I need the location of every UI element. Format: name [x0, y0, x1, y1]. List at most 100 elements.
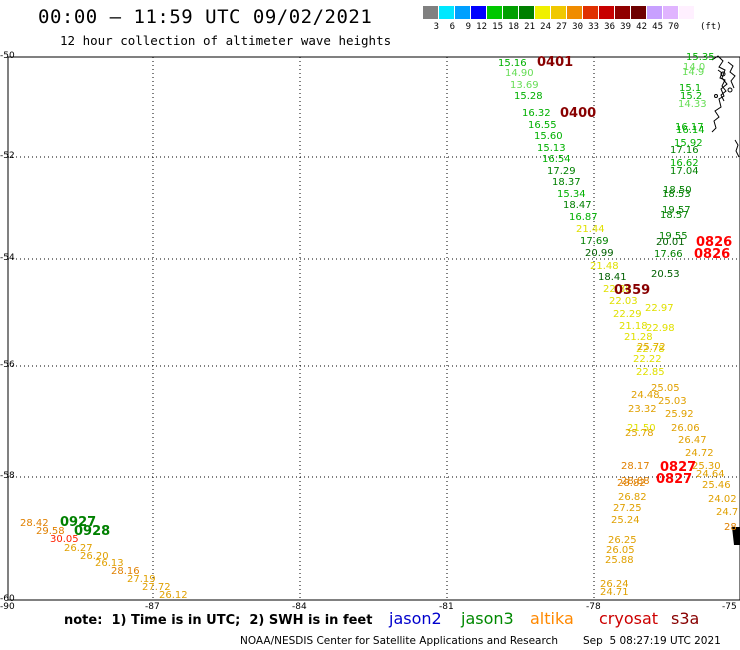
wave-height-value: 26.24 [600, 579, 629, 590]
latitude-tick-label: -54 [0, 253, 15, 263]
wave-height-value: 14.90 [505, 68, 534, 79]
longitude-tick-label: -90 [0, 602, 15, 612]
wave-height-value: 29.58 [36, 526, 65, 537]
wave-height-value: 16.17 [675, 122, 704, 133]
wave-height-value: 27.19 [127, 574, 156, 585]
wave-height-value: 16.14 [676, 125, 705, 136]
land-patch [732, 527, 740, 545]
wave-height-value: 25.88 [605, 555, 634, 566]
wave-height-value: 24.71 [600, 587, 629, 598]
pass-time-label: 0826 [696, 235, 732, 250]
satellite-legend-altika: altika [530, 609, 574, 628]
color-swatch [535, 6, 551, 19]
wave-height-value: 22.85 [636, 367, 665, 378]
map-title: 00:00 – 11:59 UTC 09/02/2021 [38, 6, 373, 28]
wave-height-value: 26.47 [678, 435, 707, 446]
pass-time-label: 0827 [660, 460, 696, 475]
coastline [711, 55, 740, 158]
wave-height-value: 30.05 [50, 534, 79, 545]
wave-height-value: 20.99 [585, 248, 614, 259]
wave-height-value: 24.7 [716, 507, 738, 518]
longitude-tick-label: -87 [145, 602, 160, 612]
wave-height-value: 24.02 [708, 494, 737, 505]
wave-height-value: 22.22 [633, 354, 662, 365]
wave-height-value: 24.72 [685, 448, 714, 459]
wave-height-value: 22.78 [636, 344, 665, 355]
latitude-tick-label: -56 [0, 360, 15, 370]
color-scale-label: 70 [668, 22, 679, 32]
wave-height-value: 15.60 [534, 131, 563, 142]
color-swatch [615, 6, 631, 19]
credit-line: NOAA/NESDIS Center for Satellite Applica… [240, 635, 558, 647]
color-swatch [455, 6, 471, 19]
wave-height-value: 15.16 [498, 58, 527, 69]
wave-height-value: 15.28 [514, 91, 543, 102]
wave-height-value: 21.50 [627, 423, 656, 434]
wave-height-value: 26.82 [618, 492, 647, 503]
wave-height-value: 18.50 [663, 185, 692, 196]
wave-height-value: 14.9 [682, 67, 704, 78]
color-scale-unit: (ft) [700, 22, 722, 32]
wave-height-value: 28 [724, 522, 737, 533]
wave-height-value: 21.28 [624, 332, 653, 343]
wave-height-value: 26.25 [608, 535, 637, 546]
wave-height-value: 17.16 [670, 145, 699, 156]
wave-height-value: 26.27 [64, 543, 93, 554]
color-swatch [599, 6, 615, 19]
wave-height-value: 15.1 [679, 83, 701, 94]
color-scale-label: 39 [620, 22, 631, 32]
wave-height-value: 15.35 [686, 52, 715, 63]
color-scale-label: 27 [556, 22, 567, 32]
color-scale-label: 30 [572, 22, 583, 32]
color-scale-label: 15 [492, 22, 503, 32]
wave-height-value: 28.82 [617, 478, 646, 489]
wave-height-value: 28.42 [20, 518, 49, 529]
pass-time-label: 0928 [74, 524, 110, 539]
pass-time-label: 0827 [656, 472, 692, 487]
wave-height-value: 25.72 [637, 342, 666, 353]
wave-height-value: 20.53 [651, 269, 680, 280]
wave-height-value: 25.03 [658, 396, 687, 407]
latitude-tick-label: -50 [0, 51, 15, 61]
pass-time-label: 0359 [614, 283, 650, 298]
wave-height-value: 22.97 [645, 303, 674, 314]
wave-height-value: 28.17 [621, 461, 650, 472]
wave-height-value: 16.32 [522, 108, 551, 119]
longitude-tick-label: -81 [439, 602, 454, 612]
wave-height-value: 28.16 [111, 566, 140, 577]
wave-height-value: 27.25 [613, 503, 642, 514]
longitude-tick-label: -78 [586, 602, 601, 612]
wave-height-value: 18.53 [662, 189, 691, 200]
wave-height-value: 18.47 [563, 200, 592, 211]
color-scale-label: 6 [449, 22, 455, 32]
plot-border [7, 56, 740, 601]
wave-height-value: 24.48 [631, 390, 660, 401]
color-scale-labels: 3 6 9 12 15 18 21 24 27 30 33 36 39 42 45 70 [423, 22, 679, 32]
wave-height-value: 13.69 [510, 80, 539, 91]
color-scale-label: 3 [433, 22, 439, 32]
color-swatch [679, 6, 695, 19]
wave-height-value: 16.54 [542, 154, 571, 165]
wave-height-value: 16.87 [569, 212, 598, 223]
wave-height-value: 26.06 [671, 423, 700, 434]
color-scale-label: 18 [508, 22, 519, 32]
generated-time: Sep 5 08:27:19 UTC 2021 [583, 635, 721, 647]
pass-time-label: 0927 [60, 515, 96, 530]
color-swatch [519, 6, 535, 19]
longitude-tick-label: -75 [722, 602, 737, 612]
longitude-tick-label: -84 [292, 602, 307, 612]
wave-height-value: 18.57 [660, 210, 689, 221]
footer-note: note: 1) Time is in UTC; 2) SWH is in fe… [64, 613, 373, 628]
wave-height-value: 23.32 [628, 404, 657, 415]
wave-height-value: 25.30 [692, 461, 721, 472]
color-scale-label: 24 [540, 22, 551, 32]
wave-height-value: 25.46 [702, 480, 731, 491]
latitude-tick-label: -52 [0, 151, 15, 161]
color-scale [423, 6, 695, 19]
grid-lines [8, 57, 740, 600]
color-swatch [503, 6, 519, 19]
wave-height-value: 18.37 [552, 177, 581, 188]
pass-time-label: 0401 [537, 55, 573, 70]
